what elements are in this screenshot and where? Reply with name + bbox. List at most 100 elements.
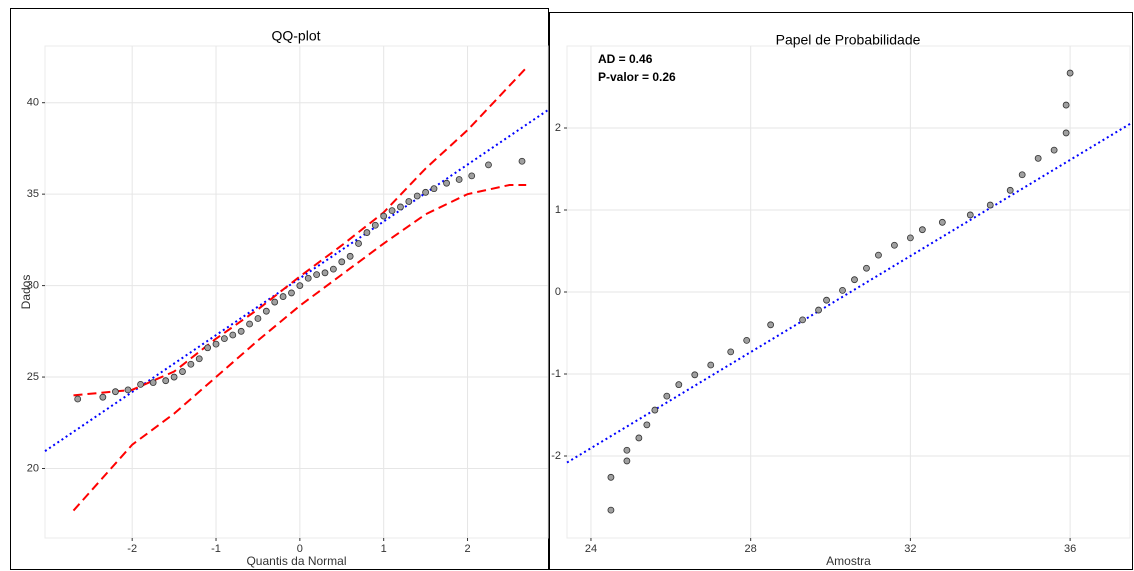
point	[767, 321, 775, 329]
point	[815, 306, 822, 314]
point	[422, 188, 430, 196]
annotation: P-valor = 0.26	[598, 70, 676, 84]
point	[799, 316, 806, 324]
y-tick-label: -2	[551, 450, 561, 462]
point	[906, 234, 914, 242]
point	[179, 368, 186, 375]
y-tick-label: 30	[27, 280, 39, 292]
y-tick-label: 40	[27, 97, 39, 109]
point	[691, 371, 699, 379]
point	[170, 373, 178, 381]
point	[1034, 154, 1042, 162]
point	[221, 335, 228, 343]
x-tick-label: -2	[127, 543, 137, 555]
point	[212, 340, 220, 348]
y-tick-label: -1	[551, 368, 561, 380]
x-tick-label: 2	[464, 543, 470, 555]
point	[1006, 186, 1014, 194]
point	[355, 240, 362, 247]
point	[279, 293, 287, 300]
point	[296, 282, 304, 289]
point	[313, 271, 321, 279]
point	[321, 269, 329, 277]
point	[607, 506, 615, 514]
point	[455, 176, 463, 183]
x-tick-label: 32	[904, 543, 916, 555]
x-tick-label: 28	[745, 543, 757, 555]
point	[187, 360, 195, 368]
point	[839, 286, 846, 294]
point	[643, 421, 651, 429]
y-tick-label: 35	[27, 188, 39, 200]
reference-line	[73, 67, 527, 397]
point	[413, 192, 421, 200]
y-tick-label: 2	[555, 122, 561, 134]
point	[254, 315, 262, 322]
point	[304, 274, 312, 282]
point	[430, 185, 438, 193]
y-tick-label: 1	[555, 204, 561, 216]
x-tick-label: 0	[297, 543, 303, 555]
reference-line	[44, 109, 549, 452]
x-tick-label: 24	[585, 543, 597, 555]
plot-area	[44, 45, 549, 539]
chart-title: QQ-plot	[271, 28, 320, 44]
point	[195, 355, 203, 363]
point	[607, 473, 615, 481]
point	[162, 377, 170, 385]
y-tick-label: 25	[27, 371, 39, 383]
point	[363, 229, 371, 236]
point	[727, 348, 735, 356]
point	[271, 298, 279, 306]
point	[468, 172, 476, 180]
point	[371, 221, 379, 229]
x-axis-label: Quantis da Normal	[246, 554, 346, 568]
y-tick-label: 0	[555, 286, 561, 298]
point	[651, 406, 659, 414]
point	[204, 344, 212, 352]
point	[938, 218, 946, 226]
point	[1062, 129, 1070, 137]
point	[863, 264, 870, 272]
point	[518, 157, 526, 165]
point	[74, 395, 82, 403]
point	[288, 289, 295, 297]
point	[663, 392, 671, 400]
chart-title: Papel de Probabilidade	[776, 32, 921, 48]
point	[966, 211, 974, 219]
point	[1018, 171, 1026, 179]
point	[675, 381, 683, 389]
x-tick-label: 1	[381, 543, 387, 555]
y-tick-label: 20	[27, 462, 39, 474]
x-axis-label: Amostra	[826, 554, 871, 568]
point	[338, 258, 346, 266]
point	[124, 386, 132, 394]
point	[405, 198, 413, 205]
point	[397, 203, 404, 211]
point	[635, 434, 643, 442]
point	[875, 251, 882, 259]
point	[246, 320, 253, 328]
point	[112, 388, 119, 396]
point	[851, 276, 858, 284]
point	[99, 393, 107, 401]
point	[237, 327, 245, 335]
y-axis-label: Dados	[19, 275, 33, 310]
point	[891, 241, 898, 249]
point	[262, 307, 270, 315]
x-tick-label: -1	[211, 543, 221, 555]
annotation: AD = 0.46	[598, 52, 653, 66]
point	[388, 207, 396, 215]
point	[1062, 101, 1070, 109]
point	[443, 179, 450, 187]
point	[743, 336, 751, 344]
reference-line	[72, 184, 527, 512]
point	[623, 446, 631, 454]
point	[137, 380, 144, 388]
point	[823, 296, 830, 304]
point	[329, 265, 337, 273]
point	[918, 226, 926, 234]
point	[1066, 69, 1074, 77]
point	[346, 252, 354, 260]
